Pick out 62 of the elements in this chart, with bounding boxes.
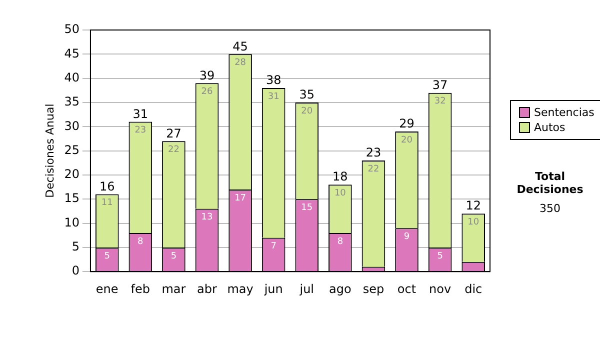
- y-tick-label: 25: [64, 142, 80, 157]
- y-axis-title: Decisiones Anual: [43, 104, 56, 198]
- legend-label: Autos: [534, 120, 566, 135]
- x-tick-label: sep: [362, 282, 384, 296]
- x-tick-label: jun: [263, 282, 283, 296]
- y-tick-label: 10: [64, 215, 80, 230]
- data-label: 22: [368, 164, 380, 174]
- total-label: 23: [366, 146, 382, 160]
- data-label: 20: [301, 106, 313, 116]
- total-label: 16: [99, 179, 115, 194]
- legend-label: Sentencias: [534, 105, 594, 120]
- x-tick-label: dic: [464, 282, 482, 296]
- x-tick-label: ago: [329, 282, 352, 296]
- total-label: 31: [132, 106, 148, 121]
- data-label: 28: [234, 58, 246, 68]
- y-tick-label: 0: [72, 264, 80, 278]
- data-label: 5: [437, 251, 443, 262]
- y-tick-label: 20: [64, 167, 80, 182]
- data-label: 17: [234, 193, 246, 204]
- data-label: 11: [101, 198, 113, 208]
- data-label: 10: [468, 217, 480, 228]
- y-tick-label: 40: [64, 70, 80, 84]
- data-label: 8: [337, 236, 344, 247]
- x-tick-label: mar: [162, 282, 186, 296]
- y-tick-label: 35: [64, 94, 80, 109]
- total-label: 39: [199, 68, 215, 82]
- x-tick-label: feb: [130, 282, 150, 296]
- total-label: 12: [466, 198, 481, 213]
- y-tick-label: 5: [72, 240, 80, 254]
- x-tick-label: may: [227, 282, 254, 296]
- y-tick-label: 15: [64, 191, 80, 206]
- data-label: 7: [270, 242, 276, 252]
- total-label: 27: [166, 126, 182, 140]
- x-tick-label: abr: [197, 282, 218, 296]
- total-label: 37: [432, 78, 448, 92]
- data-label: 5: [170, 251, 177, 262]
- data-label: 22: [168, 144, 180, 155]
- data-label: 8: [138, 236, 144, 247]
- data-label: 20: [401, 135, 413, 146]
- total-label: 38: [266, 73, 282, 88]
- data-label: 5: [104, 251, 110, 262]
- data-label: 15: [301, 202, 313, 213]
- total-label: 45: [232, 39, 248, 54]
- x-tick-label: jul: [298, 282, 314, 296]
- data-label: 9: [404, 232, 410, 242]
- data-label: 26: [201, 86, 213, 97]
- data-label: 31: [268, 92, 280, 102]
- data-label: 32: [434, 96, 446, 107]
- x-tick-label: nov: [429, 282, 452, 296]
- y-tick-label: 30: [64, 118, 80, 133]
- total-label: 35: [299, 88, 315, 102]
- x-tick-label: oct: [397, 282, 416, 296]
- data-label: 13: [201, 212, 213, 223]
- total-label: 18: [332, 170, 348, 184]
- data-label: 10: [334, 188, 346, 198]
- total-label: 29: [399, 116, 414, 131]
- x-tick-label: ene: [96, 282, 118, 296]
- text: 350: [538, 202, 562, 215]
- data-label: 23: [134, 126, 146, 136]
- y-tick-label: 45: [64, 46, 80, 60]
- y-tick-label: 50: [64, 22, 80, 36]
- text: Total Decisiones: [516, 170, 584, 196]
